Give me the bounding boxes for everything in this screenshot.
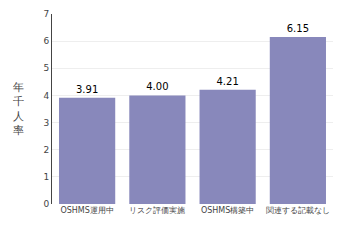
svg-text:0: 0 [43, 199, 49, 209]
svg-text:6.15: 6.15 [287, 23, 309, 34]
svg-text:2: 2 [43, 145, 49, 155]
svg-text:5: 5 [43, 63, 49, 73]
svg-text:OSHMS構築中: OSHMS構築中 [201, 206, 254, 215]
svg-text:年千人率: 年千人率 [13, 81, 24, 137]
svg-text:3: 3 [43, 118, 49, 128]
svg-text:4: 4 [43, 91, 49, 101]
svg-text:OSHMS運用中: OSHMS運用中 [60, 206, 113, 215]
svg-text:7: 7 [43, 9, 49, 19]
svg-text:リスク評価実施: リスク評価実施 [129, 206, 185, 215]
svg-text:4.21: 4.21 [216, 76, 238, 87]
svg-text:1: 1 [43, 172, 49, 182]
svg-text:関連する記載なし: 関連する記載なし [266, 206, 330, 215]
svg-text:3.91: 3.91 [76, 84, 98, 95]
svg-text:6: 6 [43, 36, 49, 46]
svg-text:4.00: 4.00 [146, 81, 168, 92]
